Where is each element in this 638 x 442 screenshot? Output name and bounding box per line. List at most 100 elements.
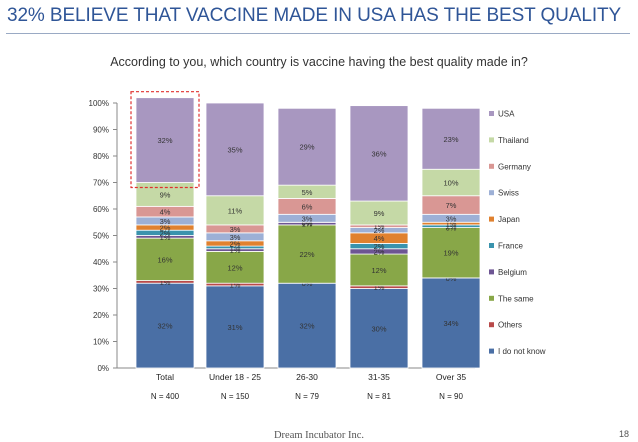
x-tick-label: Over 35 [436,372,467,382]
data-label: 22% [299,250,314,259]
data-label: 1% [374,283,385,292]
chart-title: According to you, which country is vacci… [110,55,528,69]
legend-label: Belgium [498,268,527,277]
data-label: 3% [160,217,171,226]
data-label: 2% [374,242,385,251]
legend-swatch [489,137,494,143]
y-tick-label: 90% [93,126,109,135]
legend-swatch [489,216,494,222]
data-label: 0% [446,274,457,283]
data-label: 35% [227,145,242,154]
data-label: 0% [302,218,313,227]
legend-swatch [489,243,494,248]
bar-segment-the-same [277,224,337,284]
data-label: 1% [446,220,457,229]
data-label: 9% [160,190,171,199]
y-tick-label: 30% [93,285,109,294]
sample-size-label: N = 81 [367,392,391,401]
data-label: 2% [374,226,385,235]
y-tick-label: 60% [93,205,109,214]
data-label: 1% [160,278,171,287]
bar-segment-usa [349,105,409,202]
data-label: 4% [374,234,385,243]
bar-segment-usa [421,107,481,170]
legend-swatch [489,348,494,354]
y-tick-label: 0% [97,364,109,373]
y-tick-label: 20% [93,311,109,320]
data-label: 9% [374,209,385,218]
data-label: 6% [302,202,313,211]
company-footer: Dream Incubator Inc. [273,430,365,441]
legend-swatch [489,269,494,275]
data-label: 5% [302,188,313,197]
bar-segment-thailand [205,195,265,226]
legend-label: I do not know [498,347,546,356]
x-tick-label: Under 18 - 25 [209,372,261,382]
data-label: 34% [443,319,458,328]
legend-swatch [489,190,494,196]
data-label: 31% [227,323,242,332]
data-label: 1% [446,222,457,231]
bar-segment-thailand [421,168,481,197]
legend-swatch [489,111,494,116]
data-label: 12% [371,266,386,275]
data-label: 32% [157,136,172,145]
bar-segment-i-do-not-know [205,285,265,369]
data-label: 29% [299,143,314,152]
bar-segment-i-do-not-know [421,277,481,369]
data-label: 0% [302,218,313,227]
page-title: 32% BELIEVE THAT VACCINE MADE IN USA HAS… [7,5,622,26]
data-label: 1% [230,281,241,290]
data-label: 1% [160,233,171,242]
data-label: 4% [160,208,171,217]
data-label: 3% [446,214,457,223]
y-tick-label: 100% [89,99,109,108]
x-tick-label: Total [156,372,174,382]
data-label: 23% [443,135,458,144]
bar-segment-usa [135,97,195,183]
x-tick-label: 26-30 [296,372,318,382]
legend-swatch [489,295,494,301]
data-label: 11% [228,206,243,215]
title-divider [6,33,630,34]
sample-size-label: N = 90 [439,392,463,401]
highlight-box [130,91,200,189]
y-tick-label: 50% [93,232,109,241]
data-label: 0% [302,279,313,288]
bar-segment-the-same [349,253,409,287]
data-label: 2% [160,229,171,238]
legend-label: Thailand [498,136,529,145]
legend-label: Swiss [498,189,519,198]
data-label: 2% [374,247,385,256]
data-label: 1% [230,246,241,255]
data-label: 36% [371,149,386,158]
sample-size-label: N = 400 [151,392,180,401]
data-label: 2% [230,239,241,248]
data-label: 16% [157,255,172,264]
page-number: 18 [618,429,629,439]
data-label: 12% [227,263,242,272]
data-label: 3% [230,225,241,234]
bar-segment-usa [205,102,265,197]
bar-segment-i-do-not-know [349,288,409,369]
bar-segment-i-do-not-know [135,282,195,369]
bar-segment-the-same [421,227,481,279]
y-tick-label: 10% [93,338,109,347]
data-label: 1% [374,222,385,231]
data-label: 7% [446,201,457,210]
data-label: 0% [446,224,457,233]
data-label: 32% [157,322,172,331]
data-label: 32% [299,322,314,331]
legend-label: Japan [498,215,520,224]
legend-swatch [489,322,494,328]
x-tick-label: 31-35 [368,372,390,382]
bar-segment-usa [277,107,337,186]
data-label: 10% [443,179,458,188]
sample-size-label: N = 79 [295,392,319,401]
bar-segment-the-same [135,237,195,281]
data-label: 3% [230,233,241,242]
data-label: 3% [302,214,313,223]
bar-segment-the-same [205,250,265,284]
legend-label: Germany [498,162,531,171]
